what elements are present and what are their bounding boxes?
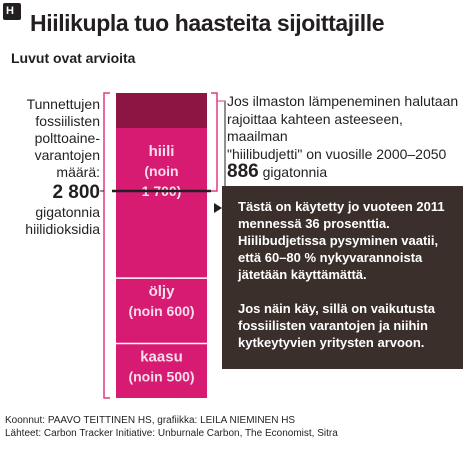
segment-öljy [116,278,207,344]
used-budget-note: Tästä on käytetty jo vuoteen 2011 mennes… [222,186,463,369]
connector-arrowhead [214,203,222,213]
total-reserves-label-line: määrä: [56,164,100,180]
carbon-budget-label-line: Jos ilmaston lämpeneminen halutaan [227,93,459,109]
total-reserves-annotation: Tunnettujen fossiilisten polttoaine- var… [2,96,100,238]
segment-label-öljy: (noin 600) [128,303,194,319]
segment-label-hiili: (noin [144,163,178,179]
sources-line: Lähteet: Carbon Tracker Initiative: Unbu… [5,428,338,439]
total-reserves-label-line: polttoaine- [34,130,100,146]
total-reserves-unit-line: gigatonnia [35,204,100,220]
logo-letter: H [6,5,14,17]
segment-label-kaasu: (noin 500) [128,369,194,385]
page-title: Hiilikupla tuo haasteita sijoittajille [30,10,385,36]
used-budget-band [116,93,207,129]
note-paragraph: Jos näin käy, sillä on vaikutusta fossii… [238,301,435,350]
total-reserves-label-line: Tunnettujen [26,96,100,112]
total-reserves-label-line: varantojen [34,147,100,163]
total-bracket [103,92,110,399]
segment-label-kaasu: kaasu [140,349,183,366]
carbon-budget-unit: gigatonnia [262,164,328,180]
carbon-budget-annotation: Jos ilmaston lämpeneminen halutaan rajoi… [227,93,467,182]
carbon-budget-label-line: "hiilibudjetti" on vuosille 2000–2050 [227,145,447,162]
note-paragraph: Tästä on käytetty jo vuoteen 2011 mennes… [238,199,445,282]
segment-label-öljy: öljy [149,283,175,300]
budget-bracket [211,92,218,192]
carbon-budget-label-line: rajoittaa kahteen asteeseen, maailman [227,110,403,145]
total-reserves-value: 2 800 [52,182,100,203]
total-reserves-unit-line: hiilidioksidia [25,221,100,237]
credits-line: Koonnut: PAAVO TEITTINEN HS, grafiikka: … [5,415,296,426]
segment-kaasu [116,343,207,398]
segment-label-hiili: hiili [149,143,175,160]
page-subtitle: Luvut ovat arvioita [11,50,136,66]
logo-badge: H [3,3,21,20]
total-reserves-label-line: fossiilisten [35,113,100,129]
carbon-budget-value: 886 [227,161,259,182]
